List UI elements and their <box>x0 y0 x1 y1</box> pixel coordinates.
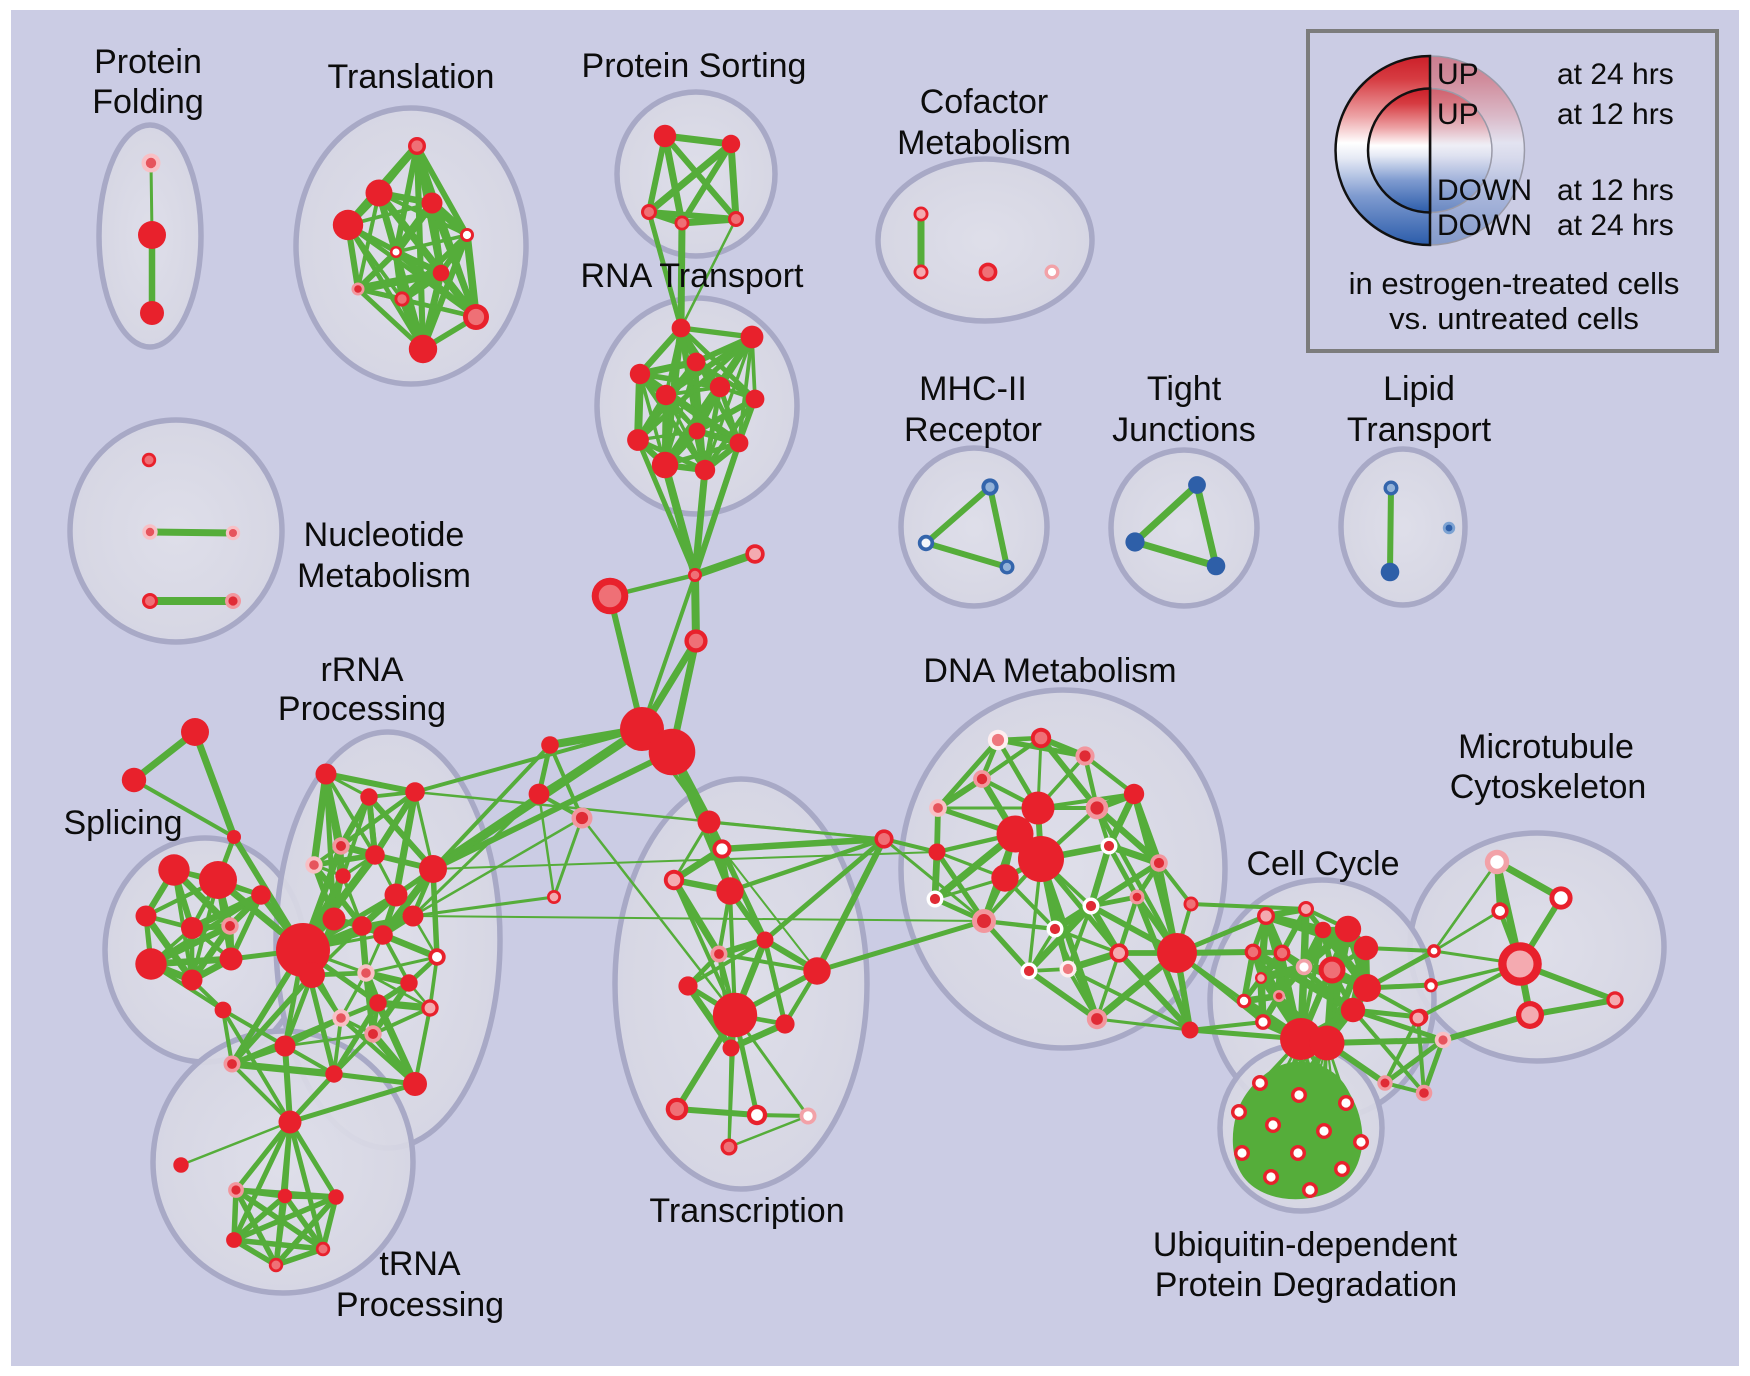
svg-text:in estrogen-treated cells: in estrogen-treated cells <box>1349 266 1680 301</box>
svg-text:MHC-II: MHC-II <box>919 370 1027 408</box>
svg-text:Receptor: Receptor <box>904 411 1042 449</box>
svg-text:Translation: Translation <box>328 58 495 96</box>
svg-text:Lipid: Lipid <box>1383 370 1455 408</box>
svg-text:Transcription: Transcription <box>649 1192 844 1230</box>
svg-text:DNA Metabolism: DNA Metabolism <box>923 652 1176 690</box>
svg-text:DOWN: DOWN <box>1437 174 1532 207</box>
svg-text:Protein Sorting: Protein Sorting <box>582 47 807 85</box>
svg-text:Protein Degradation: Protein Degradation <box>1155 1266 1457 1304</box>
svg-text:at 12 hrs: at 12 hrs <box>1557 98 1674 131</box>
svg-text:at 24 hrs: at 24 hrs <box>1557 58 1674 91</box>
svg-text:vs. untreated cells: vs. untreated cells <box>1389 301 1639 336</box>
svg-text:Tight: Tight <box>1147 370 1222 408</box>
svg-text:Processing: Processing <box>336 1286 504 1324</box>
svg-text:UP: UP <box>1437 98 1479 131</box>
svg-text:Ubiquitin-dependent: Ubiquitin-dependent <box>1153 1226 1458 1264</box>
svg-text:Splicing: Splicing <box>63 804 182 842</box>
svg-text:Junctions: Junctions <box>1112 411 1256 449</box>
svg-text:RNA Transport: RNA Transport <box>581 257 805 295</box>
svg-text:Protein: Protein <box>94 43 202 81</box>
svg-text:Cytoskeleton: Cytoskeleton <box>1450 768 1647 806</box>
svg-text:Metabolism: Metabolism <box>297 557 471 595</box>
svg-text:Microtubule: Microtubule <box>1458 728 1634 766</box>
svg-text:at 12 hrs: at 12 hrs <box>1557 174 1674 207</box>
svg-text:Metabolism: Metabolism <box>897 124 1071 162</box>
svg-text:Cofactor: Cofactor <box>920 83 1049 121</box>
svg-text:Folding: Folding <box>92 83 204 121</box>
svg-text:tRNA: tRNA <box>379 1245 461 1283</box>
svg-text:Nucleotide: Nucleotide <box>304 516 465 554</box>
svg-text:DOWN: DOWN <box>1437 209 1532 242</box>
svg-text:rRNA: rRNA <box>320 651 403 689</box>
svg-text:UP: UP <box>1437 58 1479 91</box>
svg-text:Transport: Transport <box>1347 411 1492 449</box>
svg-text:Processing: Processing <box>278 690 446 728</box>
svg-text:Cell Cycle: Cell Cycle <box>1246 845 1399 883</box>
svg-text:at 24 hrs: at 24 hrs <box>1557 209 1674 242</box>
